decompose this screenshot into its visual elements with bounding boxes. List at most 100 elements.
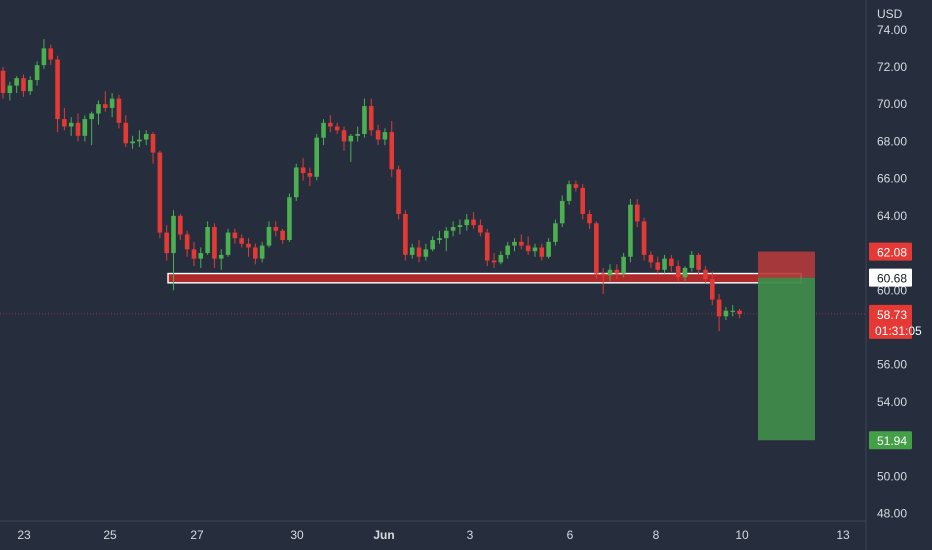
candle-body — [212, 227, 217, 259]
candle-body — [600, 273, 606, 276]
currency-label: USD — [877, 7, 903, 21]
price-tick-label: 48.00 — [877, 507, 907, 521]
candle-body — [505, 245, 510, 255]
candle-body — [293, 167, 299, 198]
candle-body — [716, 299, 722, 317]
candle-body — [375, 130, 381, 140]
candle-body — [532, 247, 538, 252]
time-tick-label: 6 — [567, 528, 574, 542]
candle-body — [184, 234, 190, 250]
candle-body — [143, 133, 149, 140]
time-tick-label: 30 — [290, 528, 304, 542]
candle-body — [89, 113, 94, 120]
candle-body — [587, 213, 592, 224]
candle-body — [334, 126, 340, 131]
candle-body — [130, 141, 135, 144]
candle-body — [259, 245, 265, 259]
candle-body — [457, 225, 463, 228]
candle-body — [75, 122, 81, 136]
time-tick-label: 23 — [17, 528, 31, 542]
take-profit-zone[interactable] — [758, 277, 815, 441]
price-tick-label: 68.00 — [877, 134, 907, 148]
svg-text:60.68: 60.68 — [877, 272, 907, 286]
candle-body — [328, 122, 333, 127]
candle-body — [232, 232, 238, 239]
candle-body — [614, 269, 620, 274]
candle-body — [253, 247, 258, 259]
candle-body — [225, 232, 231, 255]
stop-loss-price-label: 62.08 — [869, 242, 912, 261]
candle-body — [150, 133, 156, 153]
candle-body — [341, 130, 347, 142]
candle-body — [21, 78, 26, 92]
time-tick-label: 10 — [735, 528, 749, 542]
price-tick-label: 70.00 — [877, 97, 907, 111]
candle-body — [157, 152, 163, 233]
candle-body — [103, 104, 108, 108]
candle-body — [634, 204, 640, 222]
candle-body — [280, 230, 285, 241]
candle-body — [62, 119, 67, 127]
time-tick-label: 13 — [836, 528, 850, 542]
candle-body — [730, 310, 736, 312]
candle-body — [178, 215, 183, 235]
time-tick-label: 8 — [653, 528, 660, 542]
candle-body — [116, 98, 122, 123]
candle-body — [682, 267, 688, 278]
candle-body — [82, 119, 88, 136]
svg-text:51.94: 51.94 — [877, 434, 907, 448]
candle-body — [164, 232, 169, 254]
time-tick-label: 27 — [190, 528, 204, 542]
candle-body — [14, 78, 19, 86]
candle-body — [709, 279, 715, 300]
candle-body — [273, 227, 279, 231]
candle-body — [607, 269, 613, 276]
price-tick-label: 64.00 — [877, 209, 907, 223]
candle-body — [48, 48, 54, 60]
candle-body — [450, 227, 456, 231]
candles — [0, 39, 742, 332]
candle-body — [389, 132, 395, 170]
svg-text:01:31:05: 01:31:05 — [875, 324, 922, 338]
price-tick-label: 54.00 — [877, 395, 907, 409]
candle-body — [55, 59, 60, 120]
candle-body — [321, 122, 326, 138]
candle-body — [287, 197, 292, 241]
price-tick-label: 74.00 — [877, 23, 907, 37]
candle-body — [696, 254, 701, 270]
time-axis[interactable]: 23 25 27 30 Jun 3 6 8 10 13 — [17, 528, 850, 542]
time-tick-label: 3 — [467, 528, 474, 542]
candle-body — [362, 106, 367, 134]
candle-body — [396, 169, 401, 214]
candle-body — [539, 247, 545, 257]
candle-body — [648, 254, 654, 263]
price-tick-label: 50.00 — [877, 469, 907, 483]
candle-body — [246, 243, 251, 248]
candle-body — [703, 269, 708, 280]
candle-body — [123, 122, 129, 144]
candle-body — [314, 137, 320, 177]
candle-body — [519, 241, 524, 246]
candle-body — [423, 249, 429, 257]
candle-body — [580, 187, 585, 214]
candle-body — [198, 253, 204, 259]
time-tick-label: 25 — [103, 528, 117, 542]
candle-body — [444, 230, 449, 239]
candle-body — [368, 106, 374, 131]
candle-body — [27, 80, 33, 92]
candle-body — [300, 167, 306, 174]
candle-body — [689, 254, 695, 268]
candle-body — [641, 221, 647, 255]
candle-body — [68, 122, 74, 127]
candle-body — [96, 104, 101, 114]
price-tick-label: 56.00 — [877, 358, 907, 372]
candle-body — [566, 184, 572, 201]
stop-loss-zone[interactable] — [758, 251, 815, 278]
last-price-label: 58.73 01:31:05 — [869, 304, 922, 339]
candle-body — [621, 256, 626, 274]
candle-body — [191, 249, 197, 259]
candle-body — [484, 232, 490, 261]
candle-body — [403, 213, 408, 255]
candle-body — [573, 184, 579, 188]
